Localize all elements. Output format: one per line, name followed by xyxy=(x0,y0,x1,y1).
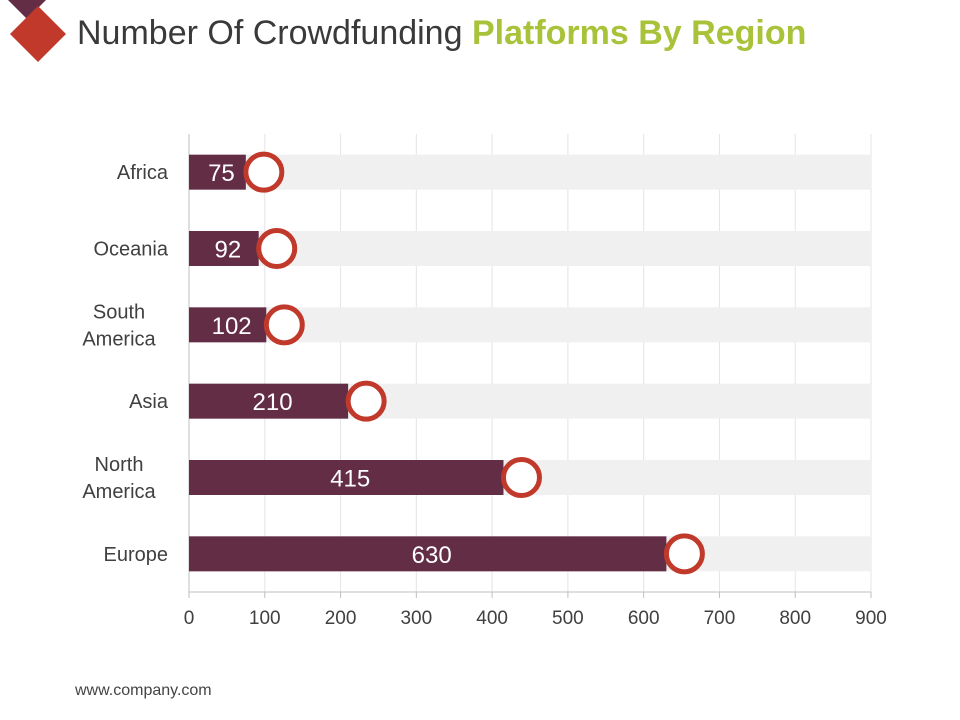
bar-3 xyxy=(189,383,349,419)
bar-5 xyxy=(189,536,667,572)
value-label-3: 210 xyxy=(253,389,293,416)
x-tick-label-6: 600 xyxy=(628,608,660,629)
x-tick-label-5: 500 xyxy=(552,608,584,629)
marker-circle-5 xyxy=(663,533,705,575)
bar-1 xyxy=(189,231,259,266)
value-label-4: 415 xyxy=(330,466,370,493)
bar-track-0 xyxy=(189,154,871,190)
marker-circle-1 xyxy=(256,228,298,269)
value-label-5: 630 xyxy=(412,542,452,569)
x-tick-label-1: 100 xyxy=(249,608,281,629)
bar-4 xyxy=(189,460,504,495)
value-label-2: 102 xyxy=(212,313,252,340)
category-label-5: Europe xyxy=(104,544,169,566)
page-title-main: Number Of Crowdfunding xyxy=(77,14,463,52)
page-title-accent: Platforms By Region xyxy=(471,14,807,52)
footer-url: www.company.com xyxy=(75,682,212,699)
logo-diamonds xyxy=(8,0,66,62)
page-title: Number Of Crowdfunding Platforms By Regi… xyxy=(77,14,806,53)
marker-circle-4 xyxy=(500,457,542,498)
marker-circle-0 xyxy=(243,151,285,193)
value-label-1: 92 xyxy=(215,237,242,264)
x-tick-label-2: 200 xyxy=(325,608,357,629)
category-label-0: Africa xyxy=(117,162,169,184)
category-label-3: Asia xyxy=(129,391,169,413)
bar-0 xyxy=(189,154,246,190)
logo-diamond-secondary xyxy=(8,0,46,19)
x-tick-label-7: 700 xyxy=(704,608,736,629)
bar-track-1 xyxy=(189,231,871,266)
value-label-0: 75 xyxy=(208,160,235,187)
marker-circle-3 xyxy=(345,380,387,422)
bar-2 xyxy=(189,307,267,343)
x-tick-label-9: 900 xyxy=(855,608,887,629)
x-tick-label-8: 800 xyxy=(779,608,811,629)
x-tick-label-3: 300 xyxy=(400,608,432,629)
marker-circle-2 xyxy=(263,304,305,346)
x-tick-label-0: 0 xyxy=(184,608,195,629)
x-tick-label-4: 400 xyxy=(476,608,508,629)
category-label-2: South America xyxy=(82,301,156,350)
logo-diamond-primary xyxy=(10,6,66,62)
category-label-1: Oceania xyxy=(94,239,169,261)
category-label-4: North America xyxy=(82,454,156,503)
